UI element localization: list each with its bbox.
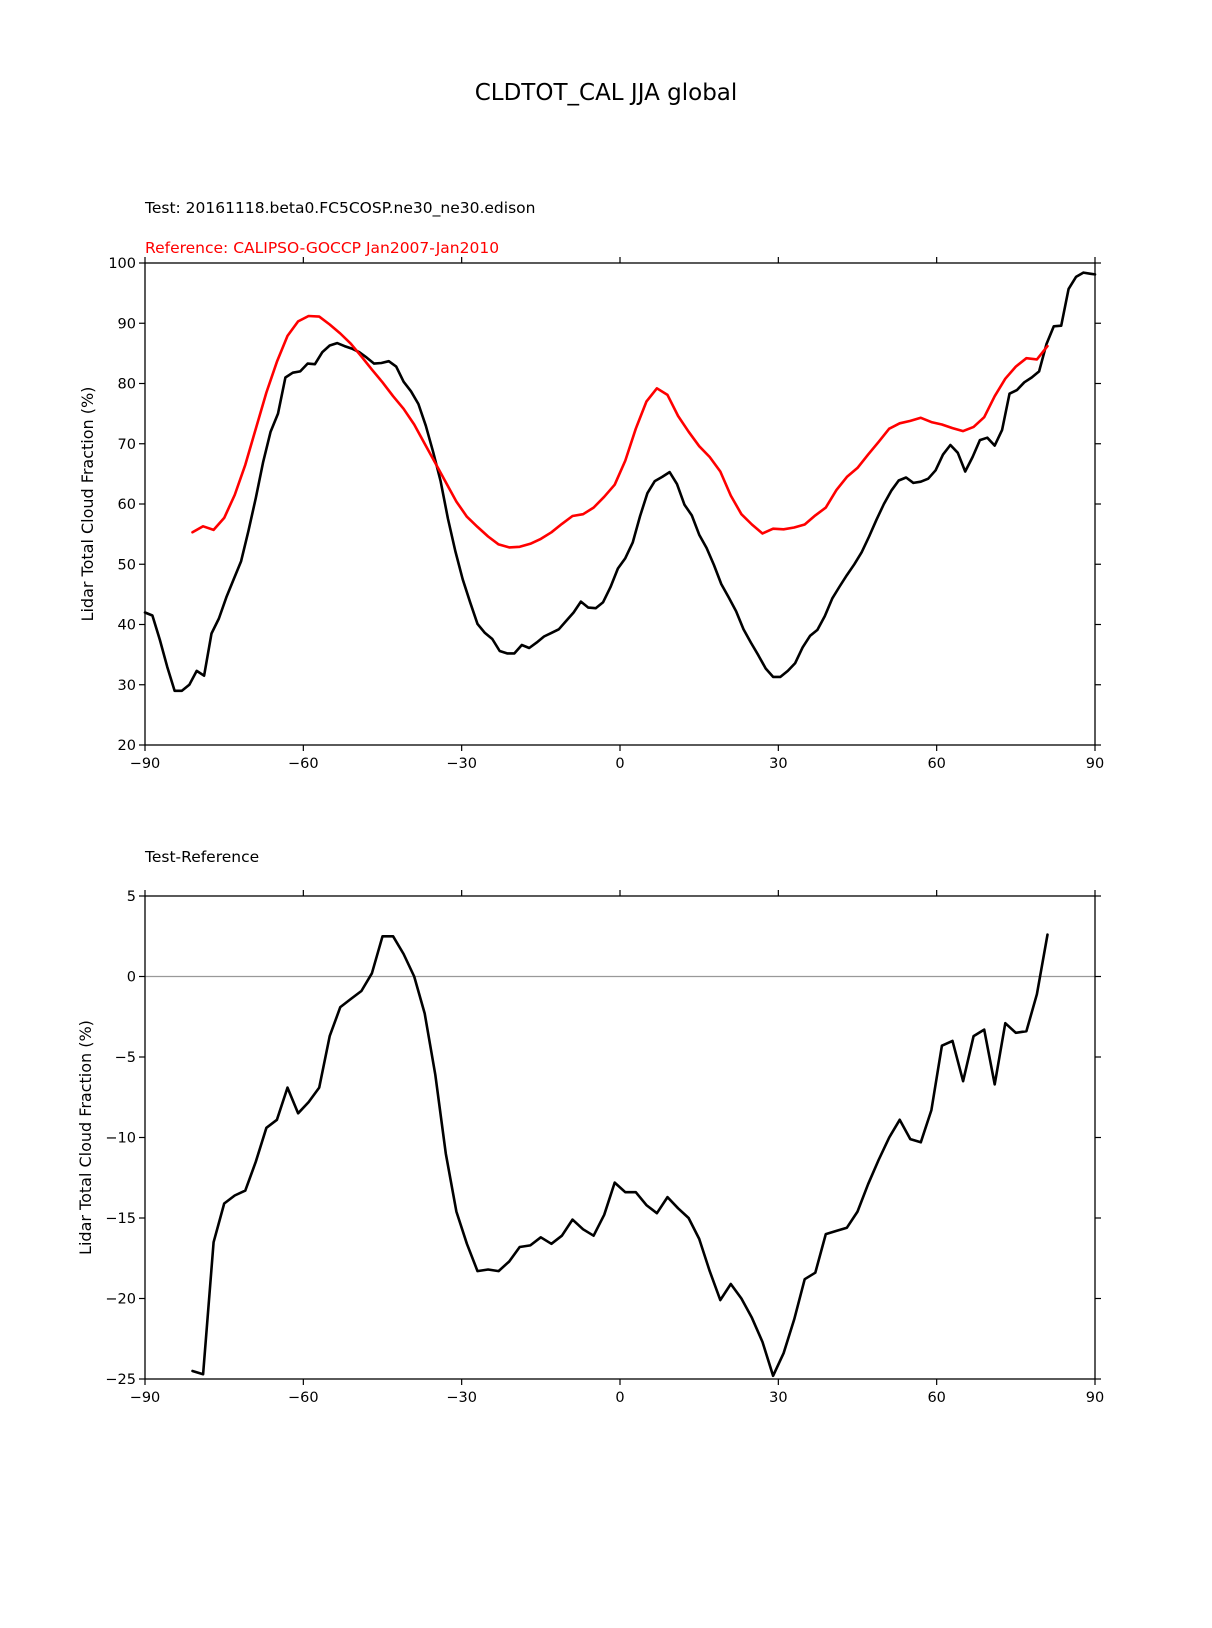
figure-title: CLDTOT_CAL JJA global: [475, 80, 738, 106]
x-tick-label: −30: [446, 756, 477, 772]
series-line-test-reference: [191, 933, 1049, 1378]
y-tick-label: −10: [105, 1131, 136, 1147]
y-axis-label: Lidar Total Cloud Fraction (%): [76, 1020, 95, 1255]
y-tick-label: 90: [118, 316, 136, 332]
axes-frame: [144, 895, 1096, 1380]
x-tick-label: 0: [615, 1390, 624, 1406]
x-tick-label: 90: [1086, 1390, 1104, 1406]
x-tick-label: −60: [288, 1390, 319, 1406]
y-tick-label: 30: [118, 678, 136, 694]
top-subtitle-ref: Reference: CALIPSO-GOCCP Jan2007-Jan2010: [145, 239, 499, 257]
y-tick-label: 100: [108, 256, 136, 272]
y-axis-label: Lidar Total Cloud Fraction (%): [78, 387, 97, 622]
y-tick-label: −5: [115, 1050, 136, 1066]
series-line-reference: [191, 314, 1049, 549]
x-tick-label: 0: [615, 756, 624, 772]
y-tick-label: −25: [105, 1372, 136, 1388]
x-tick-label: 60: [927, 756, 945, 772]
top-subtitle-test: Test: 20161118.beta0.FC5COSP.ne30_ne30.e…: [144, 199, 535, 218]
x-tick-label: 90: [1086, 756, 1104, 772]
x-tick-label: 30: [769, 756, 787, 772]
y-tick-label: 5: [127, 889, 136, 905]
x-tick-label: −30: [446, 1390, 477, 1406]
top-plot: −90 −60 −30 0 30 60 90 20 30 40 50 60 70 80 90 100 Lidar…: [78, 256, 1104, 772]
y-tick-label: 70: [118, 437, 136, 453]
y-tick-label: 50: [118, 557, 136, 573]
y-tick-label: 60: [118, 497, 136, 513]
y-tick-label: −15: [105, 1211, 136, 1227]
y-tick-label: 20: [118, 738, 136, 754]
x-tick-label: 60: [927, 1390, 945, 1406]
bottom-plot: −90 −60 −30 0 30 60 90 −25 −20 −15 −10 −5 0 5 Lidar To…: [76, 889, 1104, 1406]
y-tick-label: −20: [105, 1292, 136, 1308]
series-line-test: [143, 271, 1097, 693]
x-tick-label: −90: [130, 1390, 161, 1406]
y-tick-label: 40: [118, 618, 136, 634]
x-tick-label: −90: [130, 756, 161, 772]
x-tick-label: 30: [769, 1390, 787, 1406]
y-tick-label: 0: [127, 970, 136, 986]
x-tick-label: −60: [288, 756, 319, 772]
y-tick-label: 80: [118, 377, 136, 393]
bottom-subtitle: Test-Reference: [144, 848, 259, 866]
